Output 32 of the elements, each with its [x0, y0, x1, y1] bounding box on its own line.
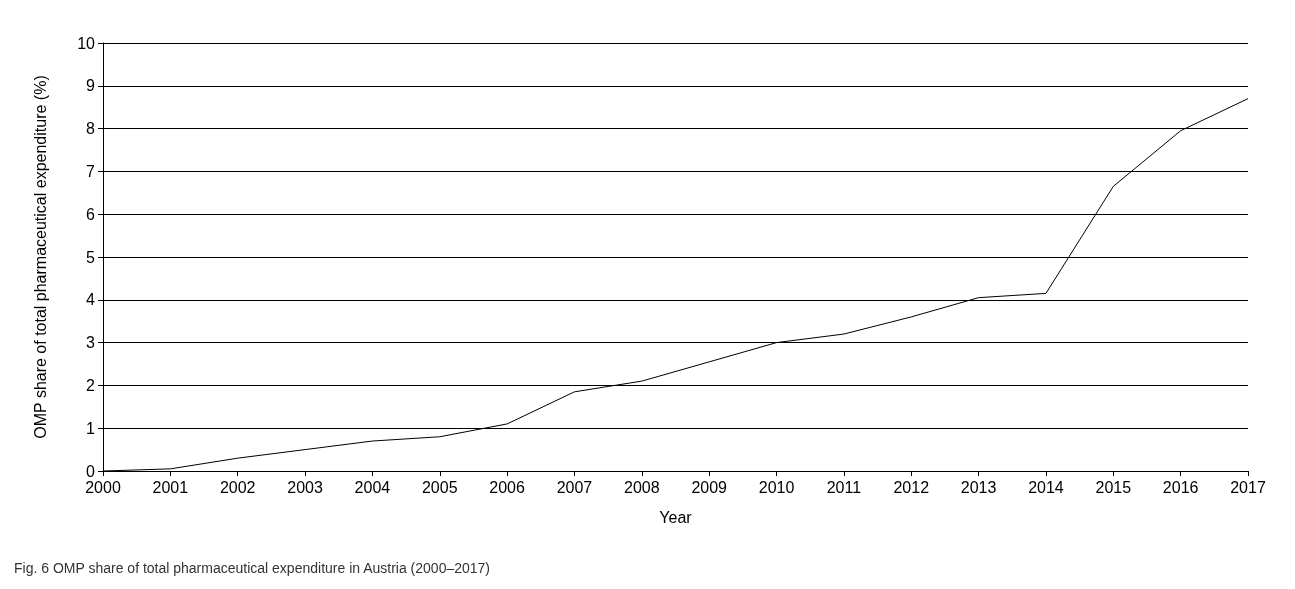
- y-tick-label: 2: [86, 376, 96, 394]
- x-tick-label: 2002: [219, 478, 256, 496]
- x-tick-label: 2005: [421, 478, 458, 496]
- y-tick-label: 6: [86, 205, 96, 223]
- x-tick-label: 2004: [354, 478, 391, 496]
- caption: Fig. 6 OMP share of total pharmaceutical expenditure in Austria (2000–2017): [14, 560, 491, 576]
- y-tick-label: 5: [86, 248, 96, 266]
- x-axis-title: Year: [659, 508, 693, 526]
- x-tick-label: 2009: [691, 478, 728, 496]
- x-tick-label: 2011: [826, 478, 862, 496]
- x-tick-label: 2013: [960, 478, 997, 496]
- y-tick-label: 1: [86, 419, 96, 437]
- x-tick-label: 2007: [556, 478, 593, 496]
- y-tick-label: 9: [86, 77, 96, 95]
- x-tick-label: 2015: [1095, 478, 1132, 496]
- x-tick-label: 2012: [893, 478, 930, 496]
- y-tick-label: 8: [86, 120, 96, 138]
- x-tick-label: 2006: [489, 478, 526, 496]
- x-tick-label: 2016: [1162, 478, 1199, 496]
- y-axis-title: OMP share of total pharmaceutical expenditure (%): [31, 75, 49, 439]
- x-tick-label: 2001: [152, 478, 189, 496]
- y-tick-label: 3: [86, 334, 96, 352]
- x-tick-label: 2000: [85, 478, 121, 496]
- x-tick-label: 2008: [624, 478, 660, 496]
- y-tick-label: 0: [86, 462, 96, 480]
- y-tick-label: 10: [77, 34, 96, 52]
- x-tick-label: 2014: [1028, 478, 1064, 496]
- x-tick-label: 2003: [287, 478, 323, 496]
- x-tick-label: 2010: [758, 478, 795, 496]
- y-tick-label: 4: [86, 291, 96, 309]
- y-tick-label: 7: [86, 162, 96, 180]
- x-tick-label: 2017: [1230, 478, 1266, 496]
